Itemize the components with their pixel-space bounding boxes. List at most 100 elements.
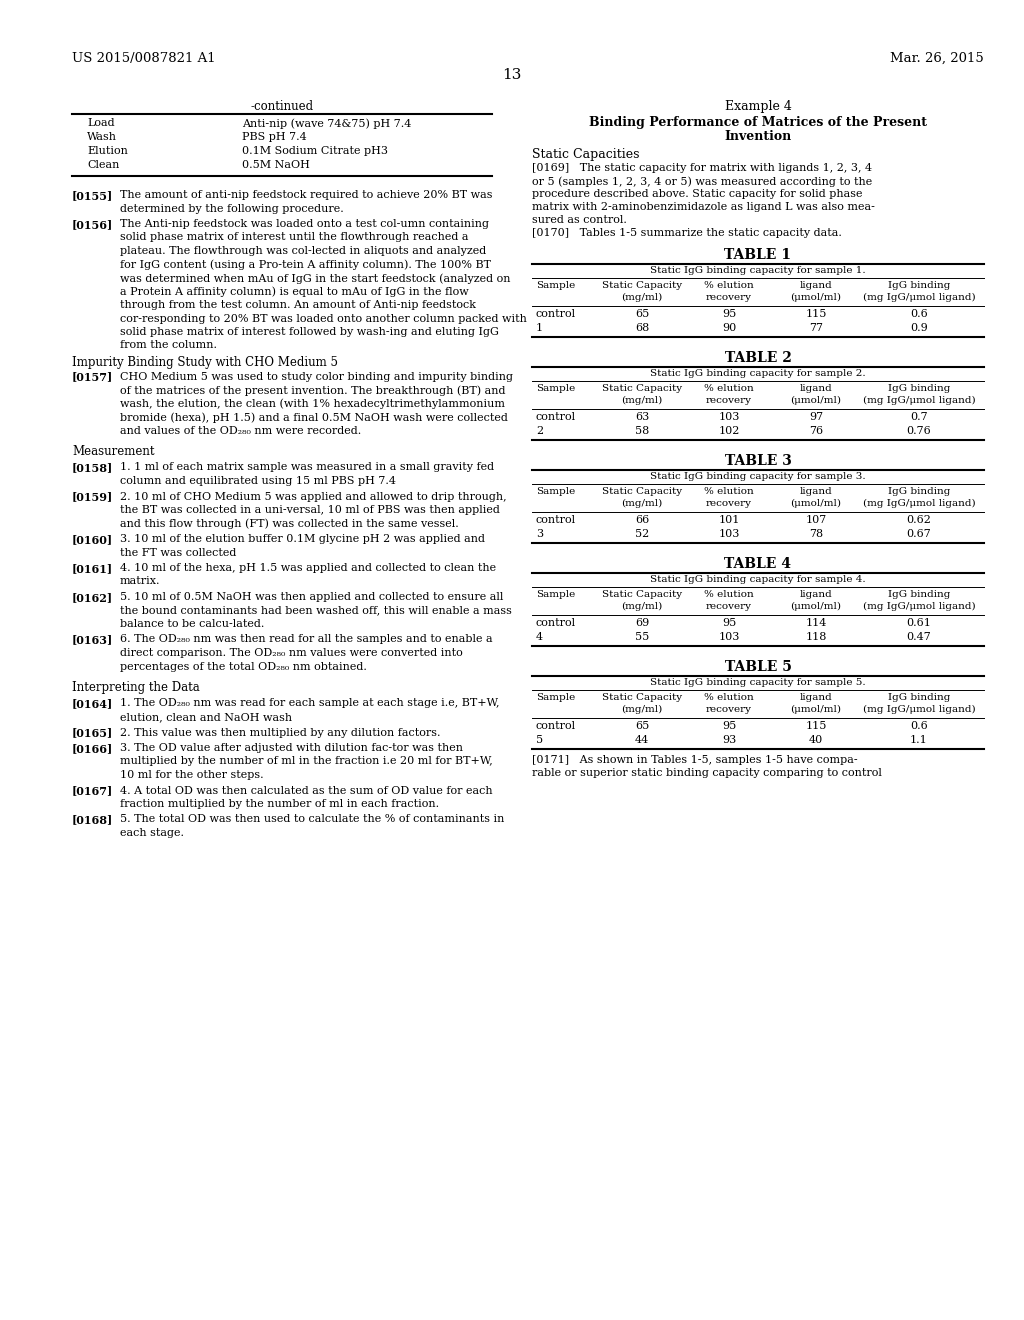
Text: matrix.: matrix. bbox=[120, 577, 161, 586]
Text: [0164]: [0164] bbox=[72, 698, 114, 710]
Text: direct comparison. The OD₂₈₀ nm values were converted into: direct comparison. The OD₂₈₀ nm values w… bbox=[120, 648, 463, 657]
Text: (μmol/ml): (μmol/ml) bbox=[791, 499, 842, 508]
Text: TABLE 2: TABLE 2 bbox=[725, 351, 792, 366]
Text: 115: 115 bbox=[805, 309, 826, 319]
Text: 2: 2 bbox=[536, 426, 543, 436]
Text: ligand: ligand bbox=[800, 590, 833, 599]
Text: 95: 95 bbox=[722, 309, 736, 319]
Text: 58: 58 bbox=[635, 426, 649, 436]
Text: 1. 1 ml of each matrix sample was measured in a small gravity fed: 1. 1 ml of each matrix sample was measur… bbox=[120, 462, 495, 473]
Text: 103: 103 bbox=[718, 632, 739, 642]
Text: fraction multiplied by the number of ml in each fraction.: fraction multiplied by the number of ml … bbox=[120, 799, 439, 809]
Text: control: control bbox=[536, 721, 577, 731]
Text: bromide (hexa), pH 1.5) and a final 0.5M NaOH wash were collected: bromide (hexa), pH 1.5) and a final 0.5M… bbox=[120, 412, 508, 422]
Text: Static Capacity: Static Capacity bbox=[602, 693, 682, 702]
Text: % elution: % elution bbox=[705, 281, 754, 290]
Text: (mg IgG/μmol ligand): (mg IgG/μmol ligand) bbox=[862, 705, 975, 714]
Text: Static Capacity: Static Capacity bbox=[602, 590, 682, 599]
Text: The Anti-nip feedstock was loaded onto a test col-umn containing: The Anti-nip feedstock was loaded onto a… bbox=[120, 219, 489, 228]
Text: [0163]: [0163] bbox=[72, 635, 114, 645]
Text: Wash: Wash bbox=[87, 132, 117, 143]
Text: 40: 40 bbox=[809, 735, 823, 744]
Text: control: control bbox=[536, 412, 577, 422]
Text: 95: 95 bbox=[722, 618, 736, 628]
Text: 69: 69 bbox=[635, 618, 649, 628]
Text: [0155]: [0155] bbox=[72, 190, 114, 201]
Text: 97: 97 bbox=[809, 412, 823, 422]
Text: 44: 44 bbox=[635, 735, 649, 744]
Text: Sample: Sample bbox=[536, 487, 575, 496]
Text: 0.62: 0.62 bbox=[906, 515, 932, 525]
Text: 77: 77 bbox=[809, 323, 823, 333]
Text: recovery: recovery bbox=[706, 499, 752, 508]
Text: [0168]: [0168] bbox=[72, 814, 114, 825]
Text: % elution: % elution bbox=[705, 590, 754, 599]
Text: % elution: % elution bbox=[705, 487, 754, 496]
Text: 55: 55 bbox=[635, 632, 649, 642]
Text: (mg/ml): (mg/ml) bbox=[622, 396, 663, 405]
Text: sured as control.: sured as control. bbox=[532, 215, 627, 224]
Text: TABLE 3: TABLE 3 bbox=[725, 454, 792, 469]
Text: ligand: ligand bbox=[800, 281, 833, 290]
Text: [0159]: [0159] bbox=[72, 491, 114, 503]
Text: multiplied by the number of ml in the fraction i.e 20 ml for BT+W,: multiplied by the number of ml in the fr… bbox=[120, 756, 493, 767]
Text: 0.9: 0.9 bbox=[910, 323, 928, 333]
Text: 0.6: 0.6 bbox=[910, 721, 928, 731]
Text: Static IgG binding capacity for sample 4.: Static IgG binding capacity for sample 4… bbox=[650, 576, 866, 583]
Text: The amount of anti-nip feedstock required to achieve 20% BT was: The amount of anti-nip feedstock require… bbox=[120, 190, 493, 201]
Text: 1.1: 1.1 bbox=[910, 735, 928, 744]
Text: 3. 10 ml of the elution buffer 0.1M glycine pH 2 was applied and: 3. 10 ml of the elution buffer 0.1M glyc… bbox=[120, 535, 485, 544]
Text: 1: 1 bbox=[536, 323, 543, 333]
Text: (mg IgG/μmol ligand): (mg IgG/μmol ligand) bbox=[862, 499, 975, 508]
Text: recovery: recovery bbox=[706, 293, 752, 302]
Text: rable or superior static binding capacity comparing to control: rable or superior static binding capacit… bbox=[532, 768, 882, 777]
Text: Invention: Invention bbox=[724, 129, 792, 143]
Text: [0166]: [0166] bbox=[72, 743, 114, 754]
Text: -continued: -continued bbox=[251, 100, 313, 114]
Text: 63: 63 bbox=[635, 412, 649, 422]
Text: Sample: Sample bbox=[536, 384, 575, 393]
Text: [0170]   Tables 1-5 summarize the static capacity data.: [0170] Tables 1-5 summarize the static c… bbox=[532, 228, 842, 238]
Text: 115: 115 bbox=[805, 721, 826, 731]
Text: for IgG content (using a Pro-tein A affinity column). The 100% BT: for IgG content (using a Pro-tein A affi… bbox=[120, 260, 490, 271]
Text: percentages of the total OD₂₈₀ nm obtained.: percentages of the total OD₂₈₀ nm obtain… bbox=[120, 661, 367, 672]
Text: Static IgG binding capacity for sample 3.: Static IgG binding capacity for sample 3… bbox=[650, 473, 866, 480]
Text: control: control bbox=[536, 515, 577, 525]
Text: determined by the following procedure.: determined by the following procedure. bbox=[120, 203, 344, 214]
Text: 3: 3 bbox=[536, 529, 543, 539]
Text: Measurement: Measurement bbox=[72, 445, 155, 458]
Text: (μmol/ml): (μmol/ml) bbox=[791, 396, 842, 405]
Text: a Protein A affinity column) is equal to mAu of IgG in the flow: a Protein A affinity column) is equal to… bbox=[120, 286, 469, 297]
Text: Binding Performance of Matrices of the Present: Binding Performance of Matrices of the P… bbox=[589, 116, 927, 129]
Text: 102: 102 bbox=[718, 426, 739, 436]
Text: [0167]: [0167] bbox=[72, 785, 114, 796]
Text: Sample: Sample bbox=[536, 281, 575, 290]
Text: 3. The OD value after adjusted with dilution fac-tor was then: 3. The OD value after adjusted with dilu… bbox=[120, 743, 463, 752]
Text: Mar. 26, 2015: Mar. 26, 2015 bbox=[890, 51, 984, 65]
Text: from the column.: from the column. bbox=[120, 341, 217, 351]
Text: the BT was collected in a uni-versal, 10 ml of PBS was then applied: the BT was collected in a uni-versal, 10… bbox=[120, 506, 500, 515]
Text: CHO Medium 5 was used to study color binding and impurity binding: CHO Medium 5 was used to study color bin… bbox=[120, 371, 513, 381]
Text: ligand: ligand bbox=[800, 693, 833, 702]
Text: Static Capacity: Static Capacity bbox=[602, 487, 682, 496]
Text: (μmol/ml): (μmol/ml) bbox=[791, 293, 842, 302]
Text: Static Capacity: Static Capacity bbox=[602, 281, 682, 290]
Text: (μmol/ml): (μmol/ml) bbox=[791, 705, 842, 714]
Text: [0157]: [0157] bbox=[72, 371, 114, 383]
Text: [0161]: [0161] bbox=[72, 564, 113, 574]
Text: plateau. The flowthrough was col-lected in aliquots and analyzed: plateau. The flowthrough was col-lected … bbox=[120, 246, 486, 256]
Text: recovery: recovery bbox=[706, 396, 752, 405]
Text: [0158]: [0158] bbox=[72, 462, 114, 474]
Text: [0156]: [0156] bbox=[72, 219, 114, 230]
Text: IgG binding: IgG binding bbox=[888, 487, 950, 496]
Text: 52: 52 bbox=[635, 529, 649, 539]
Text: procedure described above. Static capacity for solid phase: procedure described above. Static capaci… bbox=[532, 189, 862, 199]
Text: Sample: Sample bbox=[536, 590, 575, 599]
Text: 5. 10 ml of 0.5M NaOH was then applied and collected to ensure all: 5. 10 ml of 0.5M NaOH was then applied a… bbox=[120, 591, 504, 602]
Text: IgG binding: IgG binding bbox=[888, 384, 950, 393]
Text: 0.47: 0.47 bbox=[906, 632, 932, 642]
Text: 114: 114 bbox=[805, 618, 826, 628]
Text: 4: 4 bbox=[536, 632, 543, 642]
Text: recovery: recovery bbox=[706, 602, 752, 611]
Text: [0160]: [0160] bbox=[72, 535, 113, 545]
